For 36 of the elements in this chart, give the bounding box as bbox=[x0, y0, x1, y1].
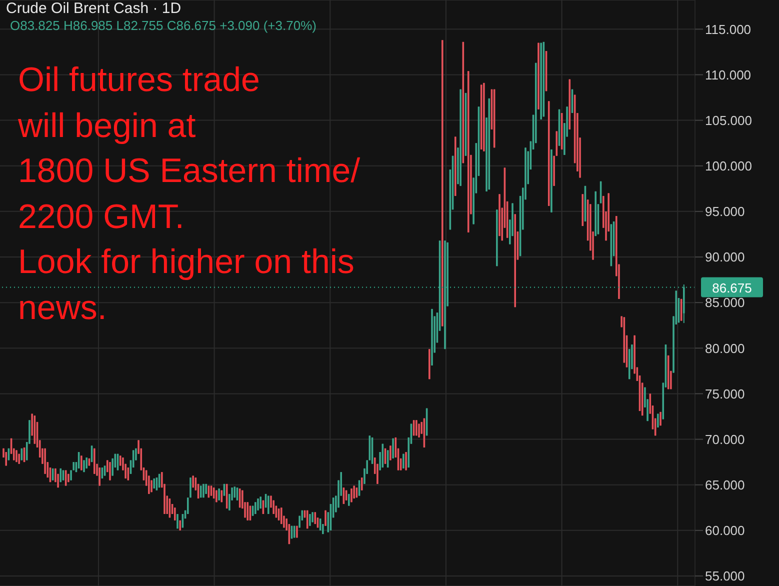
candlestick bbox=[174, 507, 176, 521]
candlestick bbox=[280, 507, 282, 525]
y-tick-label: 110.000 bbox=[705, 67, 752, 82]
candlestick bbox=[324, 510, 326, 526]
y-tick-label: 90.000 bbox=[705, 250, 745, 265]
candlestick bbox=[246, 502, 249, 521]
candlestick bbox=[80, 455, 82, 471]
candlestick bbox=[390, 445, 392, 461]
y-tick-label: 95.000 bbox=[705, 204, 745, 220]
text: O83.825 H86.985 L82.755 C86.675 +3.090 (+3.70%) bbox=[10, 18, 316, 33]
y-tick-label: 85.000 bbox=[705, 295, 745, 310]
candlestick bbox=[186, 497, 189, 515]
ref-line-label: 86.675 bbox=[712, 280, 752, 296]
candlestick bbox=[416, 420, 418, 436]
y-tick-label: 55.000 bbox=[705, 568, 745, 584]
y-tick-label: 60.000 bbox=[705, 523, 745, 538]
chart-title: Crude Oil Brent Cash · 1D bbox=[6, 0, 182, 17]
candlestick bbox=[5, 452, 7, 466]
candlestick bbox=[402, 453, 404, 469]
candlestick bbox=[86, 457, 88, 469]
y-tick-label: 80.000 bbox=[705, 340, 745, 356]
annotation: Oil futures trade will begin at 1800 US Eastern time/ 2200 GMT. Look for higher on this news. bbox=[18, 60, 360, 328]
y-tick-label: 100.000 bbox=[705, 158, 752, 174]
candlestick bbox=[360, 477, 363, 491]
candlestick bbox=[98, 467, 100, 486]
candlestick bbox=[190, 477, 192, 498]
candlestick bbox=[109, 462, 111, 481]
y-tick-label: 65.000 bbox=[705, 477, 745, 492]
y-tick-label: 75.000 bbox=[705, 386, 745, 402]
candlestick bbox=[405, 452, 407, 471]
y-tick-label: 105.000 bbox=[705, 112, 752, 128]
candlestick bbox=[392, 438, 394, 459]
y-tick-label: 115.000 bbox=[705, 22, 752, 37]
candlestick bbox=[657, 413, 659, 428]
candlestick bbox=[309, 514, 311, 526]
y-tick-label: 70.000 bbox=[705, 432, 745, 447]
